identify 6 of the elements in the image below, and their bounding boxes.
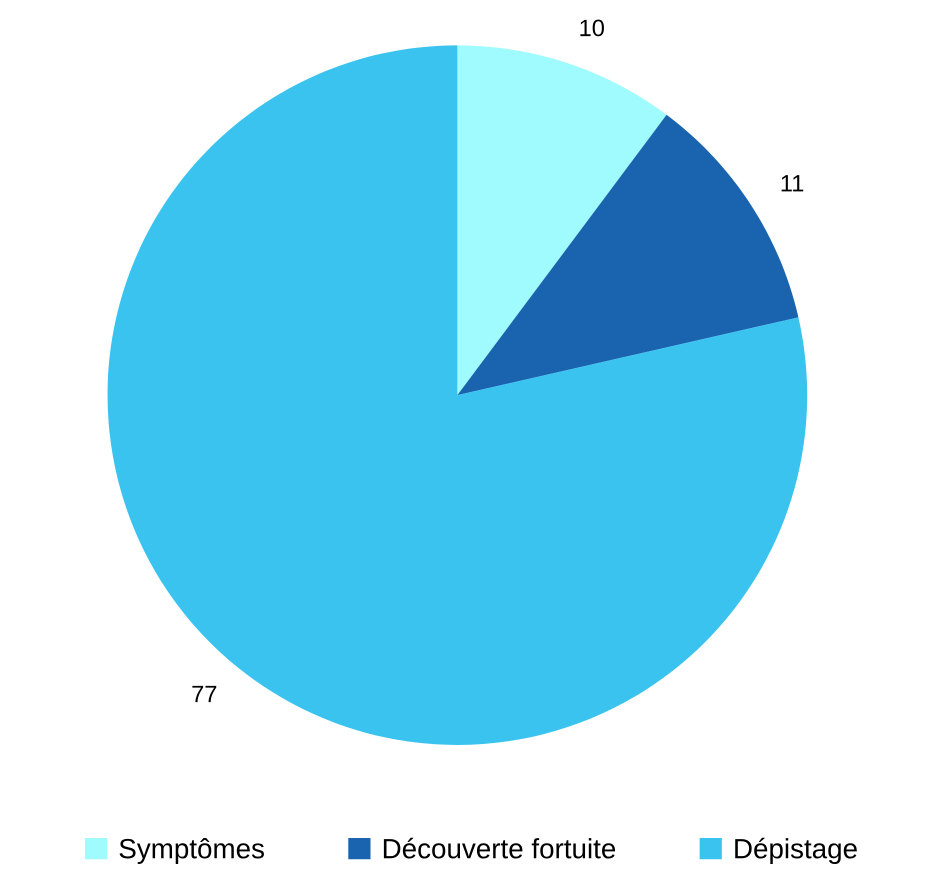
legend-label: Dépistage (735, 838, 857, 864)
data-label: 77 (192, 686, 216, 702)
legend-label: Symptômes (120, 838, 264, 864)
legend-label: Découverte fortuite (384, 838, 616, 859)
data-label: 11 (782, 175, 804, 192)
data-label: 10 (580, 20, 604, 36)
